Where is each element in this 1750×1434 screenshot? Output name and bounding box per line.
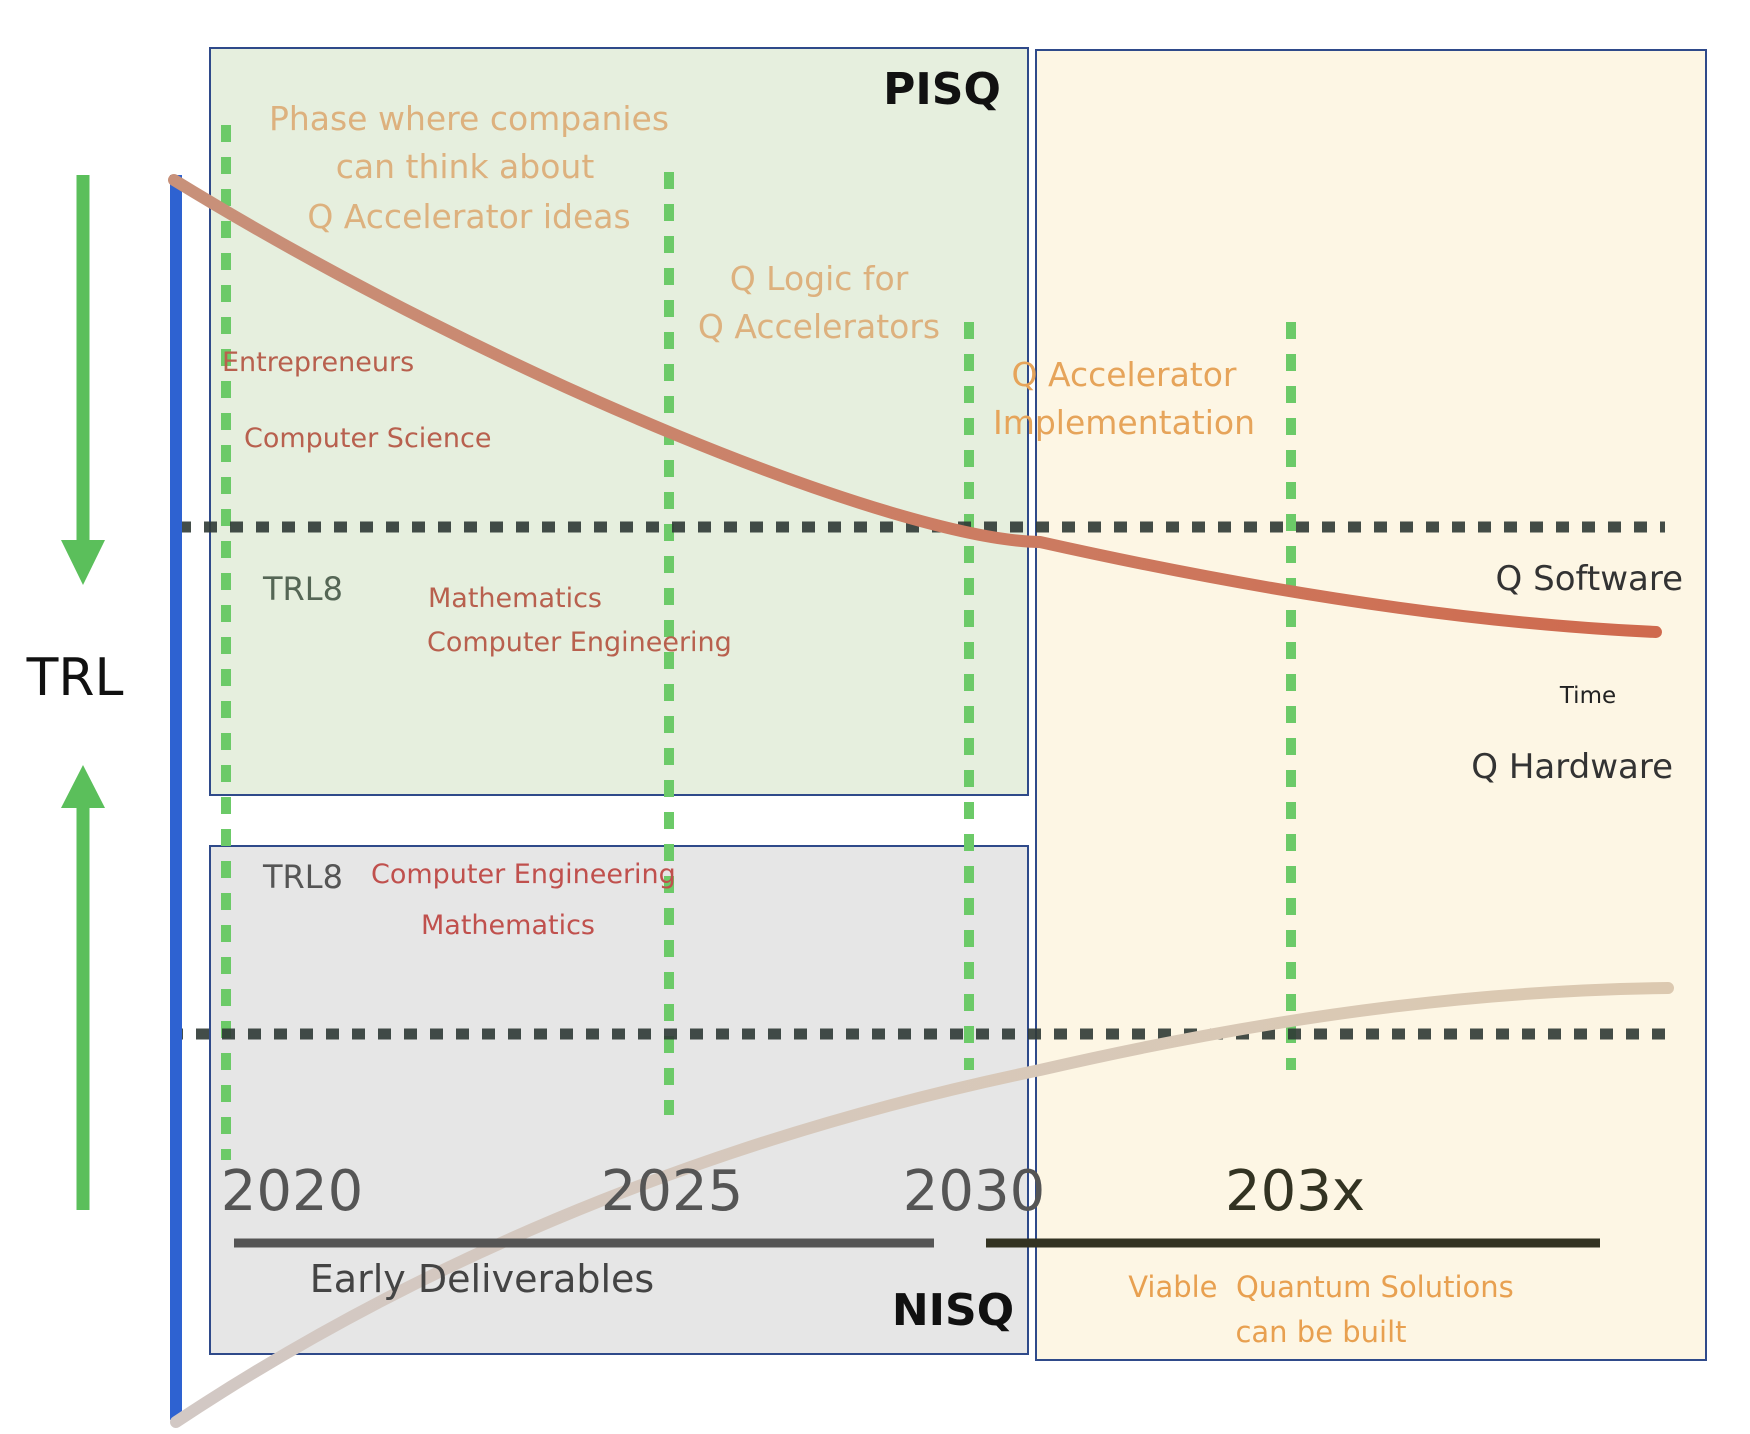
- down-arrow-icon: [61, 175, 105, 585]
- nisq-label: NISQ: [892, 1285, 1014, 1336]
- up-arrow-icon: [61, 765, 105, 1210]
- phase-logic-line1: Q Logic for: [730, 259, 909, 298]
- year-2020: 2020: [221, 1159, 364, 1224]
- phase-logic-line2: Q Accelerators: [698, 307, 940, 346]
- trl-axis-label: TRL: [26, 648, 124, 708]
- discipline-computer-science: Computer Science: [244, 423, 491, 454]
- time-label: Time: [1559, 683, 1616, 709]
- q-hardware-label: Q Hardware: [1471, 747, 1673, 787]
- phase-implementation-line1: Q Accelerator: [1011, 355, 1236, 394]
- year-2025: 2025: [601, 1159, 744, 1224]
- discipline-entrepreneurs: Entrepreneurs: [222, 347, 414, 378]
- q-software-curve: [168, 174, 1662, 638]
- discipline-mathematics-top: Mathematics: [428, 583, 602, 614]
- viable-solutions-line2: can be built: [1235, 1315, 1406, 1349]
- discipline-mathematics-bottom: Mathematics: [421, 910, 595, 941]
- q-software-label: Q Software: [1496, 559, 1683, 599]
- phase-ideas-line2: can think about: [336, 147, 595, 186]
- discipline-computer-engineering-top: Computer Engineering: [427, 627, 732, 658]
- phase-implementation-line2: Implementation: [993, 403, 1255, 442]
- discipline-computer-engineering-bottom: Computer Engineering: [371, 859, 676, 890]
- viable-solutions-line1: Viable Quantum Solutions: [1128, 1270, 1514, 1304]
- phase-ideas-line3: Q Accelerator ideas: [307, 197, 630, 236]
- early-deliverables-label: Early Deliverables: [310, 1257, 654, 1301]
- year-203x: 203x: [1225, 1159, 1365, 1224]
- future-region: [1035, 49, 1707, 1361]
- q-hardware-curve: [170, 982, 1674, 1428]
- trl8-label-bottom: TRL8: [262, 858, 343, 896]
- trl8-label-top: TRL8: [262, 570, 343, 608]
- pisq-region: [209, 47, 1029, 796]
- pisq-label: PISQ: [883, 64, 1001, 115]
- year-2030: 2030: [903, 1159, 1046, 1224]
- phase-ideas-line1: Phase where companies: [269, 99, 669, 138]
